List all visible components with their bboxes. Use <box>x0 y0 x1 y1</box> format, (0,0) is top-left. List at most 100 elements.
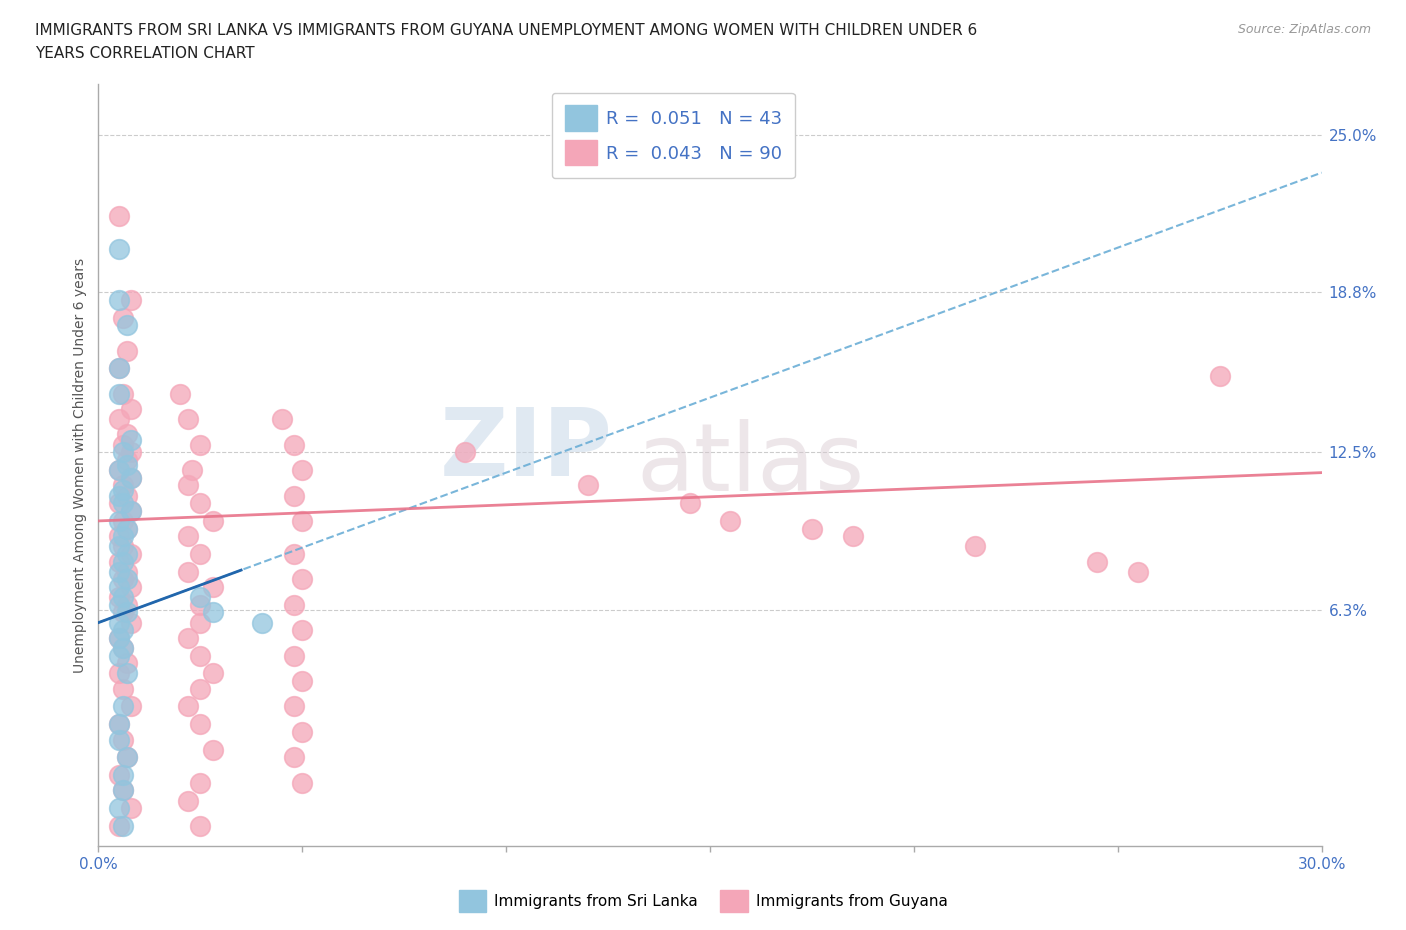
Point <box>283 597 305 612</box>
Point <box>111 682 134 697</box>
Point <box>283 648 305 663</box>
Point <box>115 572 138 587</box>
Point <box>201 513 224 528</box>
Point <box>108 361 131 376</box>
Point <box>291 673 314 688</box>
Point <box>115 453 138 468</box>
Point <box>108 242 131 257</box>
Point <box>177 793 200 808</box>
Point <box>201 742 224 757</box>
Point <box>679 496 702 511</box>
Point <box>108 631 131 645</box>
Point <box>111 529 134 544</box>
Point <box>115 521 138 536</box>
Point <box>188 682 212 697</box>
Point <box>1085 554 1108 569</box>
Point <box>1209 368 1232 383</box>
Point <box>120 615 142 630</box>
Point <box>108 538 131 553</box>
Point <box>108 666 131 681</box>
Point <box>291 776 314 790</box>
Text: YEARS CORRELATION CHART: YEARS CORRELATION CHART <box>35 46 254 61</box>
Point <box>108 648 131 663</box>
Point <box>115 488 138 503</box>
Point <box>111 437 134 452</box>
Point <box>115 597 138 612</box>
Point <box>283 750 305 764</box>
Point <box>108 412 131 427</box>
Point <box>188 437 212 452</box>
Point <box>120 292 142 307</box>
Point <box>115 750 138 764</box>
Point <box>291 724 314 739</box>
Text: IMMIGRANTS FROM SRI LANKA VS IMMIGRANTS FROM GUYANA UNEMPLOYMENT AMONG WOMEN WIT: IMMIGRANTS FROM SRI LANKA VS IMMIGRANTS … <box>35 23 977 38</box>
Point <box>841 529 863 544</box>
Point <box>188 597 212 612</box>
Point <box>111 641 134 656</box>
Point <box>120 503 142 518</box>
Point <box>111 538 134 553</box>
Point <box>108 590 131 604</box>
Point <box>120 432 142 447</box>
Point <box>188 547 212 562</box>
Point <box>108 818 131 833</box>
Point <box>108 292 131 307</box>
Point <box>120 579 142 594</box>
Point <box>108 597 131 612</box>
Point <box>801 521 824 536</box>
Point <box>108 529 131 544</box>
Point <box>283 547 305 562</box>
Point <box>108 579 131 594</box>
Legend: R =  0.051   N = 43, R =  0.043   N = 90: R = 0.051 N = 43, R = 0.043 N = 90 <box>553 93 794 179</box>
Point <box>115 318 138 333</box>
Point <box>111 732 134 747</box>
Point <box>720 513 742 528</box>
Point <box>108 565 131 579</box>
Text: ZIP: ZIP <box>439 404 612 496</box>
Point <box>177 699 200 714</box>
Y-axis label: Unemployment Among Women with Children Under 6 years: Unemployment Among Women with Children U… <box>73 258 87 672</box>
Point <box>250 615 273 630</box>
Point <box>108 462 131 477</box>
Point <box>120 699 142 714</box>
Point <box>115 343 138 358</box>
Point <box>115 605 138 620</box>
Point <box>108 732 131 747</box>
Point <box>111 478 134 493</box>
Point <box>111 386 134 401</box>
Point <box>108 801 131 816</box>
Point <box>1128 565 1150 579</box>
Point <box>111 554 134 569</box>
Point <box>115 521 138 536</box>
Point <box>111 445 134 459</box>
Point <box>111 572 134 587</box>
Point <box>111 699 134 714</box>
Point <box>454 445 477 459</box>
Point <box>291 623 314 638</box>
Point <box>120 471 142 485</box>
Point <box>111 783 134 798</box>
Point <box>108 513 131 528</box>
Point <box>111 641 134 656</box>
Point <box>115 565 138 579</box>
Point <box>188 818 212 833</box>
Legend: Immigrants from Sri Lanka, Immigrants from Guyana: Immigrants from Sri Lanka, Immigrants fr… <box>453 884 953 918</box>
Point <box>120 445 142 459</box>
Point <box>108 386 131 401</box>
Point <box>111 310 134 325</box>
Point <box>111 496 134 511</box>
Point <box>120 547 142 562</box>
Point <box>120 801 142 816</box>
Point <box>111 513 134 528</box>
Point <box>965 538 987 553</box>
Point <box>115 547 138 562</box>
Point <box>188 776 212 790</box>
Point <box>115 656 138 671</box>
Point <box>111 767 134 782</box>
Point <box>111 623 134 638</box>
Point <box>120 471 142 485</box>
Point <box>111 605 134 620</box>
Point <box>108 488 131 503</box>
Point <box>108 767 131 782</box>
Point <box>188 648 212 663</box>
